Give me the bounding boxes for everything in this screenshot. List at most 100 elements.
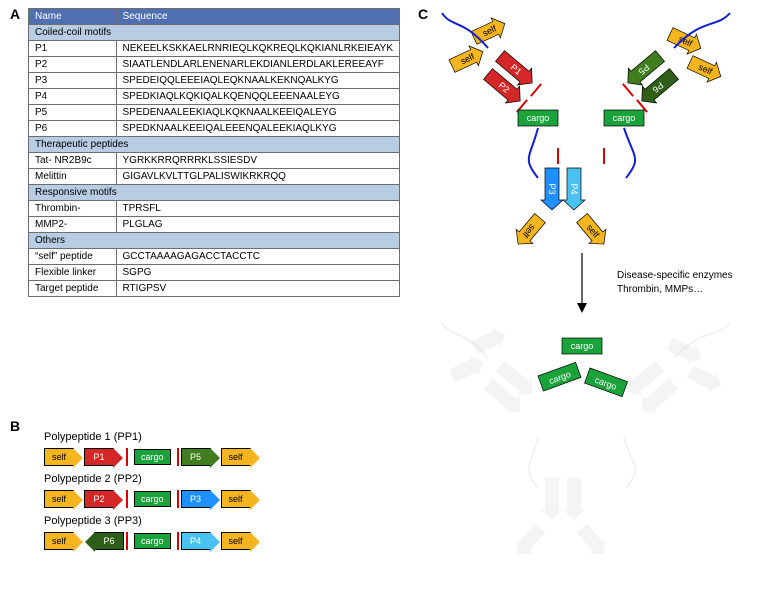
arrow-seg xyxy=(469,324,509,358)
cell-sequence: SIAATLENDLARLENENARLEKDIANLERDLAKLEREEAY… xyxy=(116,57,399,73)
cell-sequence: GCCTAAAAGAGACCTACCTC xyxy=(116,249,399,265)
cell-sequence: SGPG xyxy=(116,265,399,281)
table-row: P5SPEDENAALEEKIAQLKQKNAALKEEIQALEYG xyxy=(29,105,400,121)
segment-self: self xyxy=(44,532,74,550)
polypeptide-panel: Polypeptide 1 (PP1)selfP1cargoP5selfPoly… xyxy=(28,425,261,551)
segment-label: self xyxy=(229,536,243,546)
svg-text:cargo: cargo xyxy=(571,341,594,351)
cargo-box: cargo xyxy=(518,110,558,126)
arrow-self: self xyxy=(574,211,613,251)
cargo-box: cargo xyxy=(134,533,171,549)
segment-self: self xyxy=(221,532,251,550)
table-row: P3SPEDEIQQLEEEIAQLEQKNAALKEKNQALKYG xyxy=(29,73,400,89)
table-row: MMP2-PLGLAG xyxy=(29,217,400,233)
segment-p5: P5 xyxy=(181,448,211,466)
section-title: Coiled-coil motifs xyxy=(29,25,400,41)
arrow-seg xyxy=(685,362,725,396)
flexible-strand xyxy=(624,128,635,178)
segment-self: self xyxy=(221,490,251,508)
cargo-box: cargo xyxy=(134,449,171,465)
cell-name: Target peptide xyxy=(29,281,117,297)
section-row: Coiled-coil motifs xyxy=(29,25,400,41)
cleavage-site xyxy=(126,532,128,550)
segment-label: self xyxy=(52,494,66,504)
table-row: P6SPEDKNAALKEEIQALEEENQALEEKIAQLKYG xyxy=(29,121,400,137)
cell-name: P2 xyxy=(29,57,117,73)
segment-p4: P4 xyxy=(181,532,211,550)
enzyme-caption-2: Thrombin, MMPs… xyxy=(617,284,703,295)
svg-text:P4: P4 xyxy=(569,183,579,194)
cell-name: P1 xyxy=(29,41,117,57)
section-row: Therapeutic peptides xyxy=(29,137,400,153)
col-sequence: Sequence xyxy=(116,9,399,25)
segment-self: self xyxy=(44,448,74,466)
arrow-seg xyxy=(541,478,563,520)
cell-sequence: YGRKKRRQRRRKLSSIESDV xyxy=(116,153,399,169)
segment-p2: P2 xyxy=(84,490,114,508)
flexible-strand xyxy=(529,438,538,488)
table-row: P1NEKEELKSKKAELRNRIEQLKQKREQLKQKIANLRKEI… xyxy=(29,41,400,57)
svg-text:cargo: cargo xyxy=(527,113,550,123)
table-header-row: Name Sequence xyxy=(29,9,400,25)
segment-p6: P6 xyxy=(94,532,124,550)
arrow-seg xyxy=(510,521,549,561)
cell-name: Thrombin- xyxy=(29,201,117,217)
cell-name: P3 xyxy=(29,73,117,89)
segment-label: self xyxy=(229,494,243,504)
cargo-box: cargo xyxy=(585,368,628,397)
cargo-box: cargo xyxy=(134,491,171,507)
cell-sequence: PLGLAG xyxy=(116,217,399,233)
cell-name: “self” peptide xyxy=(29,249,117,265)
cell-sequence: SPEDEIQQLEEEIAQLEQKNAALKEKNQALKYG xyxy=(116,73,399,89)
flexible-strand xyxy=(529,128,538,178)
cargo-box: cargo xyxy=(562,338,602,354)
arrow-seg xyxy=(447,352,487,386)
enzyme-caption-1: Disease-specific enzymes xyxy=(617,270,733,281)
cargo-box: cargo xyxy=(538,362,581,391)
assembly-diagram: P1P2selfselfcargoP5P6selfselfcargoP3P4se… xyxy=(422,8,752,588)
cell-sequence: GIGAVLKVLTTGLPALISWIKRKRQQ xyxy=(116,169,399,185)
table-row: “self” peptideGCCTAAAAGAGACCTACCTC xyxy=(29,249,400,265)
cell-name: MMP2- xyxy=(29,217,117,233)
cell-sequence: TPRSFL xyxy=(116,201,399,217)
col-name: Name xyxy=(29,9,117,25)
segment-self: self xyxy=(221,448,251,466)
cell-name: Flexible linker xyxy=(29,265,117,281)
table-row: MelittinGIGAVLKVLTTGLPALISWIKRKRQQ xyxy=(29,169,400,185)
arrow-p4: P4 xyxy=(563,168,585,210)
segment-label: P1 xyxy=(93,452,104,462)
flexible-strand xyxy=(624,438,635,488)
cell-name: Melittin xyxy=(29,169,117,185)
cleavage-site xyxy=(177,448,179,466)
svg-text:P3: P3 xyxy=(547,183,557,194)
section-title: Others xyxy=(29,233,400,249)
arrow-self: self xyxy=(469,14,509,48)
polypeptide-track: self P1 cargo P5 self xyxy=(44,447,261,467)
table-row: P2SIAATLENDLARLENENARLEKDIANLERDLAKLEREE… xyxy=(29,57,400,73)
panel-label-a: A xyxy=(10,6,20,22)
table-row: Target peptideRTIGPSV xyxy=(29,281,400,297)
svg-text:cargo: cargo xyxy=(613,113,636,123)
cleavage-site xyxy=(126,448,128,466)
table-row: P4SPEDKIAQLKQKIQALKQENQQLEEENAALEYG xyxy=(29,89,400,105)
cargo-box: cargo xyxy=(604,110,644,126)
cell-sequence: SPEDKNAALKEEIQALEEENQALEEKIAQLKYG xyxy=(116,121,399,137)
segment-label: P5 xyxy=(190,452,201,462)
cell-sequence: SPEDKIAQLKQKIQALKQENQQLEEENAALEYG xyxy=(116,89,399,105)
segment-label: P3 xyxy=(190,494,201,504)
cell-name: P4 xyxy=(29,89,117,105)
segment-label: P2 xyxy=(93,494,104,504)
cleavage-site xyxy=(126,490,128,508)
segment-p1: P1 xyxy=(84,448,114,466)
cell-sequence: NEKEELKSKKAELRNRIEQLKQKREQLKQKIANLRKEIEA… xyxy=(116,41,399,57)
table-row: Thrombin-TPRSFL xyxy=(29,201,400,217)
section-row: Responsive motifs xyxy=(29,185,400,201)
panel-label-b: B xyxy=(10,418,20,434)
arrow-self: self xyxy=(685,52,725,86)
sequence-table: Name Sequence Coiled-coil motifsP1NEKEEL… xyxy=(28,8,400,297)
polypeptide-title: Polypeptide 1 (PP1) xyxy=(44,431,261,443)
segment-label: self xyxy=(52,452,66,462)
cell-sequence: RTIGPSV xyxy=(116,281,399,297)
polypeptide-track: self P2 cargo P3 self xyxy=(44,489,261,509)
section-row: Others xyxy=(29,233,400,249)
